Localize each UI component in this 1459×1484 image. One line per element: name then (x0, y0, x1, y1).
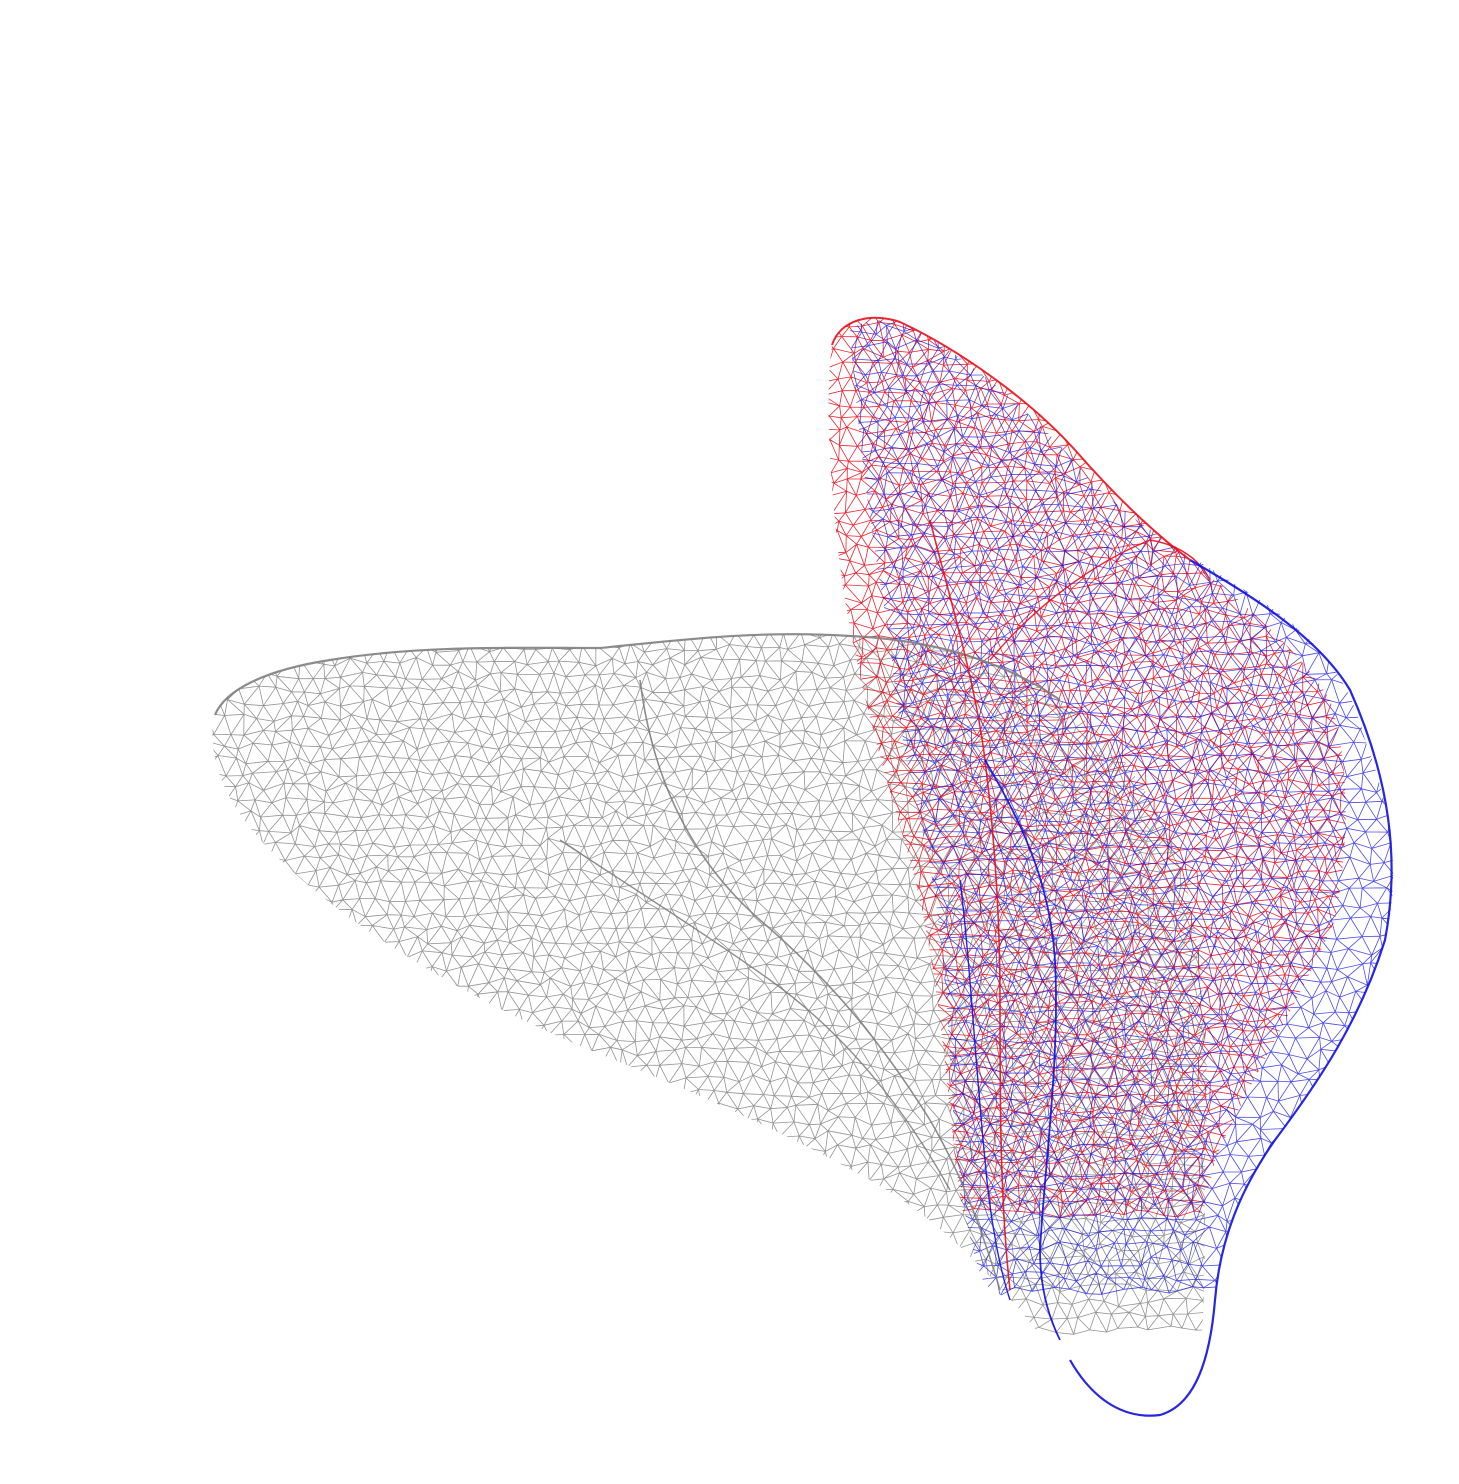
mesh-crease-0 (213, 633, 1061, 716)
layer-gray-edges (212, 634, 1207, 1335)
mesh-crease-7 (984, 759, 1061, 1341)
mesh-crease-1 (639, 679, 1001, 1291)
mesh-crease-8 (959, 879, 1011, 1301)
mesh-crease-2 (559, 839, 951, 1191)
mesh-crease-4 (929, 519, 1011, 1291)
mesh-crease-6 (1069, 559, 1393, 1417)
mesh-outlines (213, 316, 1393, 1417)
mesh-crease-5 (989, 539, 1211, 661)
mesh-crease-3 (831, 316, 1191, 561)
gray-wireframe-mesh (212, 634, 1207, 1335)
